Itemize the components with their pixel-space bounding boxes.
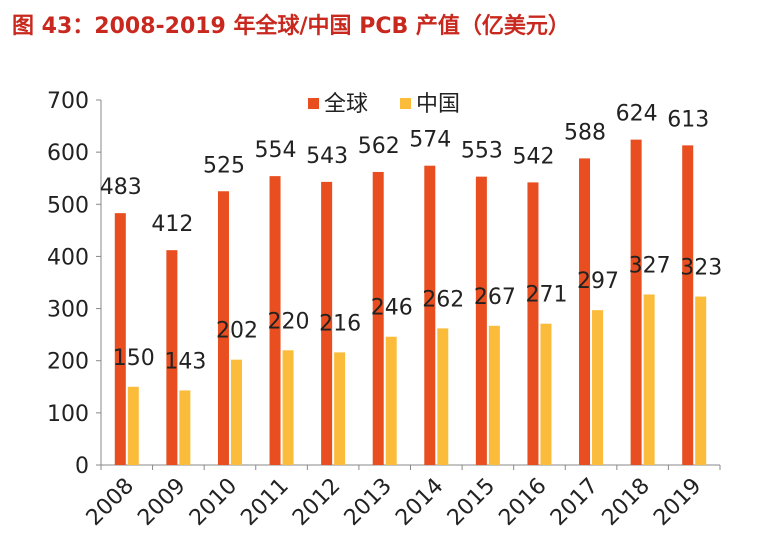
data-label-global: 553 (461, 139, 503, 164)
chart-data-labels: 483 150 412 143 525 202 554 220 543 216 562 246 574 2… (100, 102, 722, 375)
bar-china (592, 310, 604, 465)
bar-global (579, 158, 591, 465)
data-label-china: 323 (680, 256, 722, 281)
data-label-global: 613 (667, 107, 709, 132)
bar-global (475, 176, 487, 465)
data-label-china: 220 (268, 309, 310, 334)
x-tick-label: 2016 (494, 474, 551, 531)
legend-swatch (308, 98, 319, 109)
bar-china (230, 359, 242, 465)
bar-china (437, 328, 449, 465)
data-label-global: 412 (151, 212, 193, 237)
bar-china (385, 336, 397, 465)
x-tick-label: 2013 (340, 474, 397, 531)
x-tick-label: 2009 (133, 474, 190, 531)
data-label-china: 202 (216, 319, 258, 344)
data-label-global: 543 (306, 144, 348, 169)
data-label-global: 525 (203, 153, 245, 178)
x-tick-label: 2008 (82, 474, 139, 531)
data-label-china: 267 (474, 285, 516, 310)
y-tick-label: 500 (47, 193, 89, 218)
x-tick-label: 2011 (237, 474, 294, 531)
data-label-global: 574 (409, 128, 451, 153)
y-tick-label: 200 (47, 350, 89, 375)
data-label-global: 542 (512, 144, 554, 169)
bar-global (630, 139, 642, 465)
x-tick-label: 2012 (288, 474, 345, 531)
x-tick-label: 2010 (185, 474, 242, 531)
legend-label: 全球 (324, 92, 368, 117)
y-tick-label: 300 (47, 298, 89, 323)
y-tick-label: 700 (47, 89, 89, 114)
data-label-global: 483 (100, 175, 142, 200)
bar-global (166, 250, 178, 465)
data-label-china: 262 (422, 287, 464, 312)
y-tick-label: 600 (47, 141, 89, 166)
bar-global (527, 182, 539, 465)
data-label-china: 327 (629, 253, 671, 278)
bar-global (114, 213, 126, 465)
x-tick-label: 2014 (391, 474, 448, 531)
bar-china (643, 294, 655, 465)
data-label-china: 297 (577, 269, 619, 294)
bar-global (682, 145, 694, 465)
bar-global (269, 176, 281, 465)
x-tick-label: 2017 (546, 474, 603, 531)
bar-global (321, 181, 333, 465)
bar-global (217, 191, 229, 465)
chart-title: 图 43：2008-2019 年全球/中国 PCB 产值（亿美元） (12, 14, 570, 39)
y-tick-label: 0 (75, 454, 89, 479)
data-label-china: 150 (113, 346, 155, 371)
y-tick-label: 400 (47, 245, 89, 270)
data-label-china: 143 (164, 349, 206, 374)
legend-swatch (400, 98, 411, 109)
data-label-china: 216 (319, 311, 361, 336)
bar-china (334, 352, 346, 465)
x-tick-label: 2019 (649, 474, 706, 531)
data-label-global: 588 (564, 120, 606, 145)
data-label-china: 246 (371, 296, 413, 321)
bar-global (424, 165, 436, 465)
data-label-global: 562 (358, 134, 400, 159)
x-tick-label: 2015 (443, 474, 500, 531)
x-tick-label: 2018 (598, 474, 655, 531)
bar-china (540, 323, 552, 465)
data-label-global: 554 (255, 138, 297, 163)
bar-global (372, 171, 384, 465)
chart-legend: 全球 中国 (308, 92, 460, 117)
data-label-china: 271 (525, 283, 567, 308)
legend-label: 中国 (416, 92, 460, 117)
chart-bars (114, 139, 707, 465)
bar-china (488, 325, 500, 465)
bar-china (695, 296, 707, 465)
bar-china (282, 350, 294, 465)
bar-china (127, 386, 139, 465)
data-label-global: 624 (616, 102, 658, 127)
bar-china (179, 390, 191, 465)
y-tick-label: 100 (47, 402, 89, 427)
